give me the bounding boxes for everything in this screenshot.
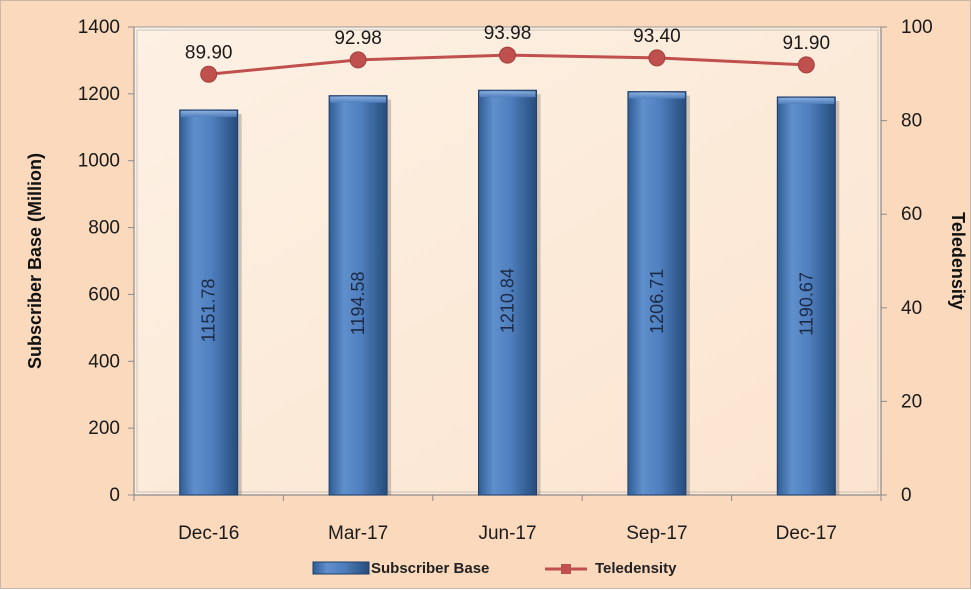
legend-label-teledensity: Teledensity: [595, 560, 677, 577]
legend-bar-swatch: [312, 561, 370, 575]
y2-axis-title: Teledensity: [948, 212, 968, 310]
x-tick-label: Jun-17: [478, 523, 536, 544]
teledensity-value-label: 89.90: [185, 42, 233, 63]
teledensity-value-label: 92.98: [334, 28, 382, 49]
y-axis-title: Subscriber Base (Million): [25, 153, 45, 369]
y-tick-label: 600: [88, 284, 120, 305]
teledensity-value-label: 93.40: [633, 26, 681, 47]
y2-tick-label: 0: [901, 485, 912, 506]
x-tick-label: Dec-16: [178, 523, 239, 544]
bar-highlight: [628, 92, 685, 99]
bar-value-label: 1151.78: [199, 279, 219, 343]
bar: [179, 109, 239, 496]
teledensity-point: [797, 56, 815, 74]
bar-highlight: [778, 97, 835, 104]
y2-tick-label: 20: [901, 391, 922, 412]
teledensity-point: [499, 46, 516, 64]
bar-value-label: 1210.84: [498, 268, 518, 333]
legend-label-subscriber-base: Subscriber Base: [371, 560, 489, 577]
teledensity-point: [648, 49, 666, 67]
bar-highlight: [479, 91, 536, 98]
teledensity-point: [349, 51, 367, 69]
x-tick-label: Mar-17: [328, 523, 388, 544]
bar-value-label: 1206.71: [647, 269, 667, 334]
y2-tick-label: 80: [901, 111, 922, 132]
bar-highlight: [330, 96, 387, 103]
y-tick-label: 800: [88, 218, 120, 239]
y2-tick-label: 40: [901, 298, 922, 319]
y2-tick-label: 60: [901, 204, 922, 225]
bar: [627, 91, 687, 496]
y-tick-label: 400: [88, 351, 120, 372]
bar: [328, 95, 388, 496]
bar-value-label: 1194.58: [348, 271, 368, 335]
y2-tick-label: 100: [901, 17, 933, 38]
y-tick-label: 1200: [78, 84, 120, 105]
bar: [776, 96, 836, 496]
bar-value-label: 1190.67: [796, 272, 816, 336]
y-tick-label: 1000: [78, 151, 120, 172]
teledensity-point: [200, 65, 218, 83]
bar: [478, 89, 537, 496]
y-tick-label: 200: [88, 418, 120, 439]
y-tick-label: 1400: [78, 17, 120, 38]
legend-line-marker: [561, 564, 571, 574]
x-tick-label: Dec-17: [776, 523, 837, 544]
teledensity-value-label: 93.98: [484, 23, 532, 44]
bar-highlight: [180, 110, 237, 117]
x-tick-label: Sep-17: [626, 523, 687, 544]
y-tick-label: 0: [109, 485, 120, 506]
teledensity-value-label: 91.90: [783, 33, 831, 54]
